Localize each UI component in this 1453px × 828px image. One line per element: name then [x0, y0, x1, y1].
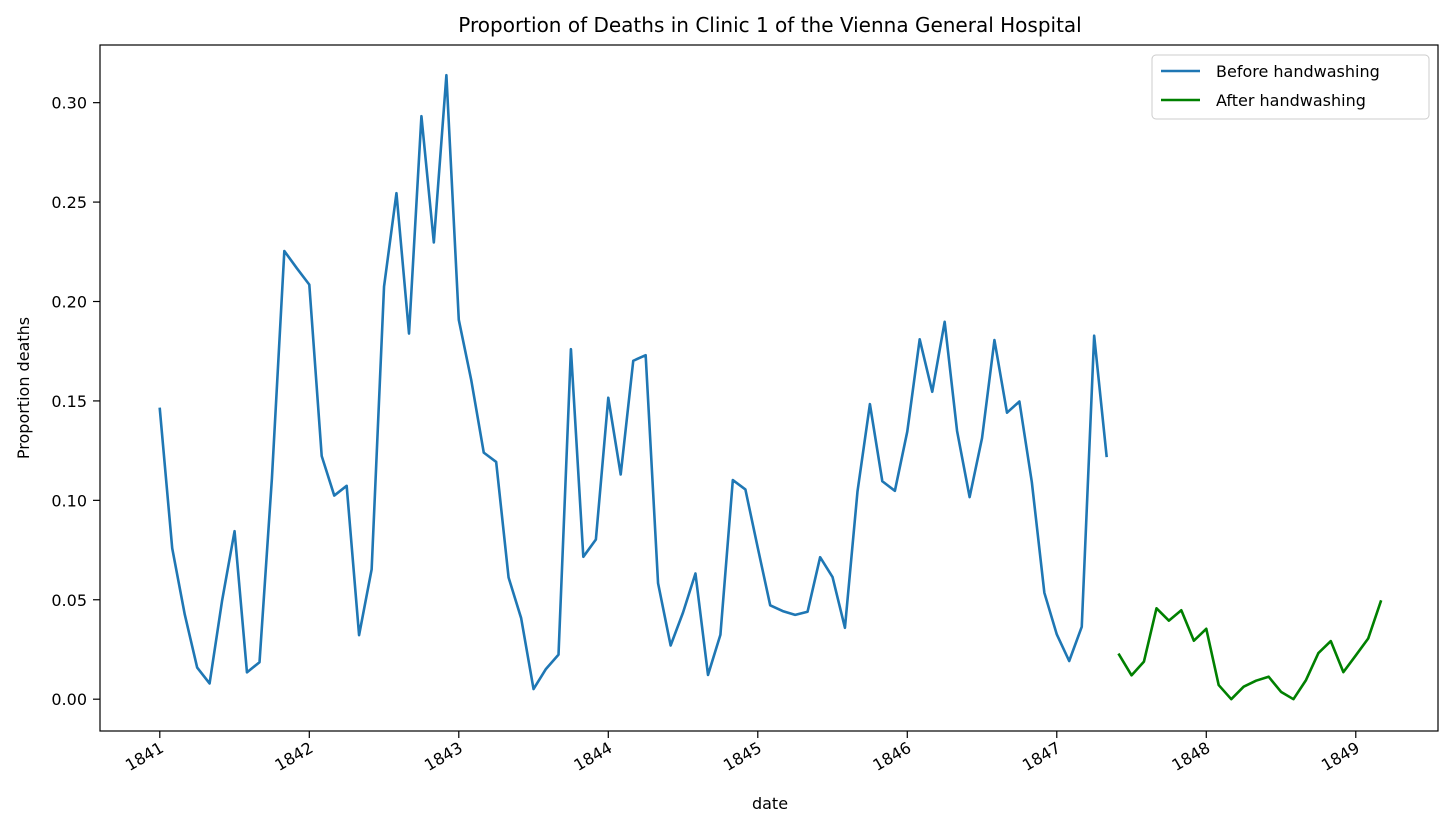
y-tick-label: 0.05 [51, 591, 87, 610]
x-tick-label: 1845 [720, 738, 765, 775]
x-tick-label: 1843 [421, 738, 466, 775]
x-tick-label: 1848 [1169, 738, 1214, 775]
series-line-after-handwashing [1117, 599, 1383, 701]
legend: Before handwashing After handwashing [1151, 54, 1430, 120]
x-axis-label: date [752, 794, 788, 813]
legend-label: Before handwashing [1216, 62, 1380, 81]
x-tick-label: 1847 [1019, 738, 1064, 775]
plot-area: 0.00 0.05 0.10 0.15 0.20 0.25 0.30 1841 1842 1843… [51, 44, 1439, 775]
y-tick-label: 0.30 [51, 94, 87, 113]
y-tick-label: 0.25 [51, 193, 87, 212]
x-tick-label: 1842 [272, 738, 317, 775]
y-tick-label: 0.15 [51, 392, 87, 411]
legend-label: After handwashing [1216, 91, 1366, 110]
y-tick-label: 0.00 [51, 690, 87, 709]
series-line-before-handwashing [158, 73, 1108, 691]
x-tick-label: 1844 [571, 738, 616, 775]
chart-title: Proportion of Deaths in Clinic 1 of the … [458, 13, 1081, 37]
x-tick-label: 1846 [870, 738, 915, 775]
legend-box [1151, 54, 1430, 120]
y-tick-label: 0.20 [51, 293, 87, 312]
plot-frame [99, 44, 1439, 732]
y-axis-label: Proportion deaths [14, 317, 33, 459]
x-tick-label: 1849 [1318, 738, 1363, 775]
y-tick-label: 0.10 [51, 491, 87, 510]
x-tick-label: 1841 [122, 738, 167, 775]
